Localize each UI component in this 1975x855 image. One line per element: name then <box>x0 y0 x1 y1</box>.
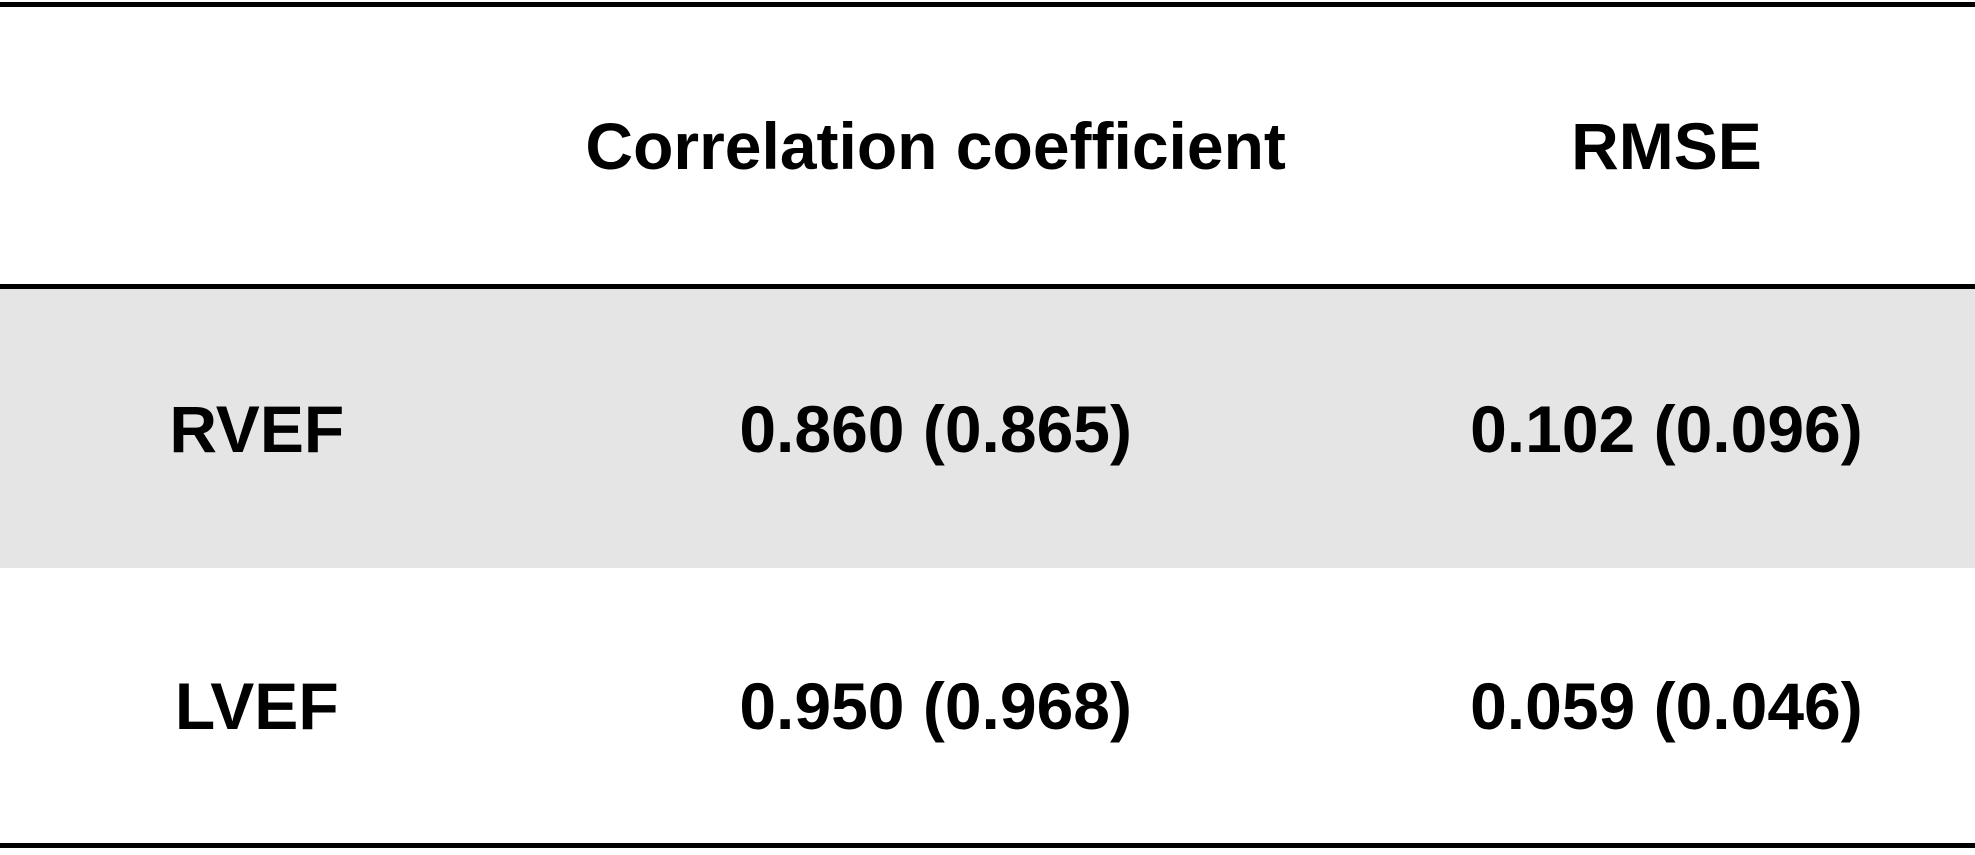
rvef-rmse-value: 0.102 (0.096) <box>1470 391 1863 466</box>
header-cell-correlation: Correlation coefficient <box>585 108 1286 183</box>
header-separator-rule <box>0 284 1975 289</box>
top-rule <box>0 2 1975 7</box>
header-row: Correlation coefficient RMSE <box>0 7 1975 284</box>
lvef-correlation-value: 0.950 (0.968) <box>739 668 1132 743</box>
top-margin <box>0 0 1975 2</box>
header-cell-empty <box>0 7 514 284</box>
row-label-lvef: LVEF <box>174 668 339 743</box>
bottom-margin <box>0 848 1975 855</box>
table-row-lvef: LVEF 0.950 (0.968) 0.059 (0.046) <box>0 568 1975 843</box>
header-cell-rmse: RMSE <box>1571 108 1762 183</box>
table-row-rvef: RVEF 0.860 (0.865) 0.102 (0.096) <box>0 289 1975 568</box>
bottom-rule <box>0 843 1975 848</box>
row-label-rvef: RVEF <box>169 391 345 466</box>
lvef-rmse-value: 0.059 (0.046) <box>1470 668 1863 743</box>
rvef-correlation-value: 0.860 (0.865) <box>739 391 1132 466</box>
